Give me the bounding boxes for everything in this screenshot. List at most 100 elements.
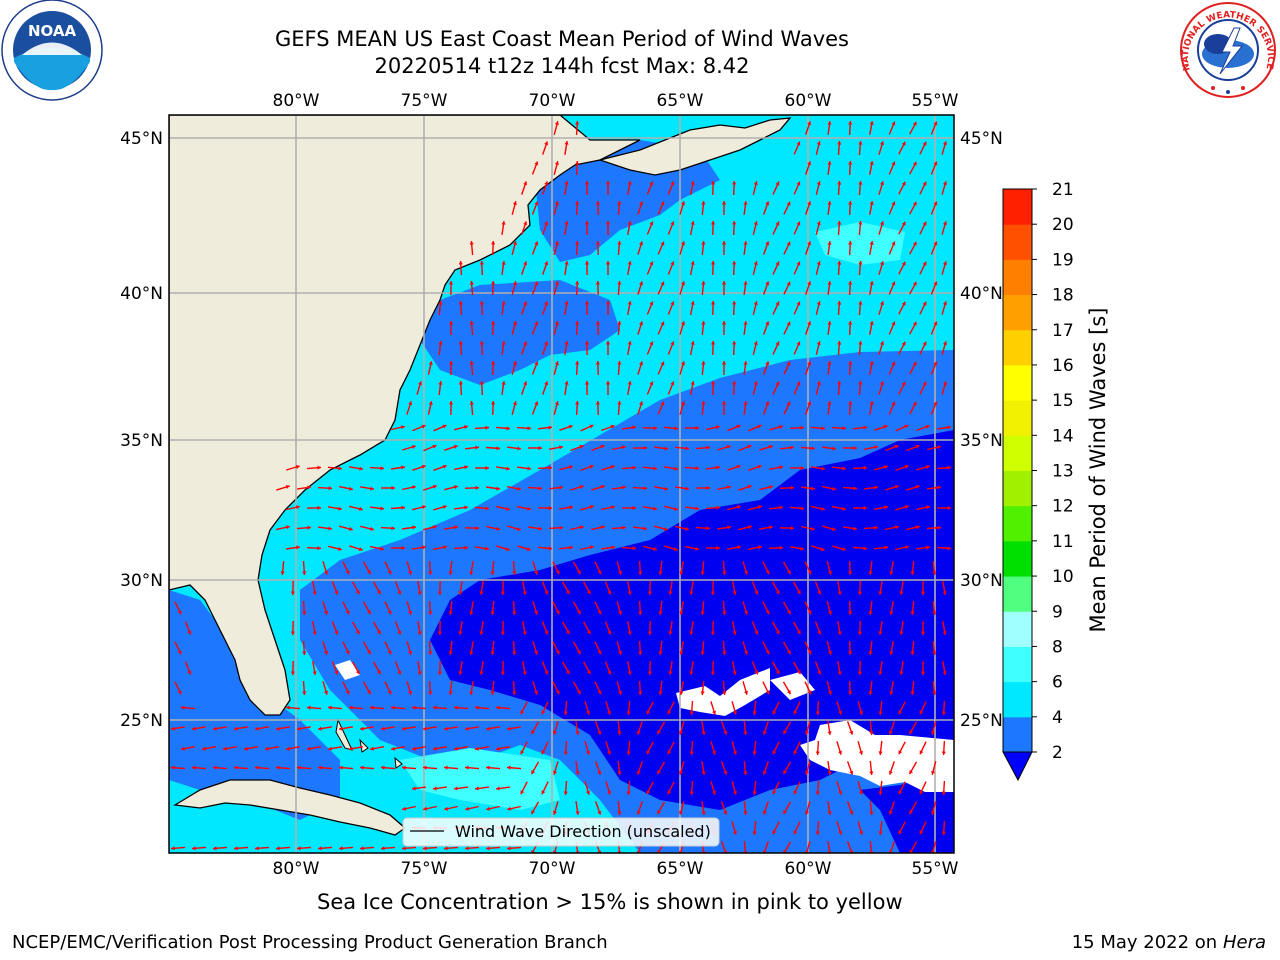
colorbar-tick-label: 6 <box>1052 673 1063 693</box>
wave-direction-arrowhead <box>500 631 505 635</box>
wave-direction-arrowhead <box>716 425 720 430</box>
wave-direction-arrowhead <box>636 730 641 735</box>
wave-direction-arrowhead <box>821 426 825 431</box>
wave-direction-arrowhead <box>526 547 531 551</box>
wave-direction-arrowhead <box>942 631 947 635</box>
wave-direction-arrowhead <box>848 571 853 575</box>
wave-direction-arrowhead <box>787 650 791 655</box>
wave-direction-arrowhead <box>397 590 402 595</box>
wave-direction-arrowhead <box>878 671 883 675</box>
wave-direction-arrowhead <box>296 505 300 510</box>
wave-direction-arrowhead <box>674 426 678 431</box>
wave-direction-arrowhead <box>449 281 454 285</box>
wave-direction-arrowhead <box>177 690 182 695</box>
lon-labels-bottom: 80°W 75°W 70°W 65°W 60°W 55°W <box>273 859 959 879</box>
wave-direction-arrowhead <box>904 424 909 429</box>
wave-direction-arrowhead <box>942 671 947 675</box>
wave-direction-arrowhead <box>874 445 878 450</box>
wave-direction-arrowhead <box>700 611 705 615</box>
wave-direction-arrowhead <box>827 570 832 575</box>
wave-direction-arrowhead <box>878 711 883 715</box>
wave-direction-arrowhead <box>685 526 689 531</box>
wave-direction-arrowhead <box>534 650 538 655</box>
wave-direction-arrowhead <box>397 670 402 675</box>
wave-direction-arrowhead <box>565 670 570 675</box>
wave-direction-arrowhead <box>747 484 752 489</box>
wave-direction-arrowhead <box>307 525 311 530</box>
wave-direction-arrowhead <box>505 547 510 551</box>
wave-direction-arrowhead <box>811 446 815 451</box>
wave-direction-arrowhead <box>943 141 947 146</box>
wave-direction-arrowhead <box>527 426 531 431</box>
wave-direction-arrowhead <box>837 591 842 595</box>
wave-direction-arrowhead <box>863 506 867 511</box>
wave-direction-arrowhead <box>874 485 878 490</box>
wave-direction-arrowhead <box>889 651 894 655</box>
wave-direction-arrowhead <box>649 341 654 346</box>
wave-direction-arrowhead <box>438 381 443 385</box>
wave-direction-arrowhead <box>302 691 307 695</box>
wave-direction-arrowhead <box>816 261 821 265</box>
wave-direction-arrowhead <box>318 846 322 851</box>
wave-direction-arrowhead <box>428 401 433 405</box>
wave-direction-arrowhead <box>485 425 489 430</box>
wave-direction-arrowhead <box>765 321 770 326</box>
wave-direction-arrowhead <box>910 691 915 695</box>
wave-direction-arrowhead <box>722 691 727 695</box>
wave-direction-arrowhead <box>564 341 569 345</box>
wave-direction-arrowhead <box>827 610 832 615</box>
wave-direction-arrowhead <box>649 261 654 266</box>
wave-direction-arrowhead <box>605 301 611 305</box>
wave-direction-arrowhead <box>883 465 888 470</box>
wave-direction-arrowhead <box>701 321 706 325</box>
wave-direction-arrowhead <box>657 730 661 735</box>
wave-direction-arrowhead <box>933 241 938 246</box>
wave-direction-arrowhead <box>701 771 706 775</box>
wave-direction-arrowhead <box>475 786 479 791</box>
wave-direction-arrowhead <box>553 770 557 775</box>
wave-direction-arrowhead <box>909 730 913 735</box>
wave-direction-arrowhead <box>667 710 672 715</box>
wave-direction-arrowhead <box>485 466 489 471</box>
wave-direction-arrowhead <box>670 381 675 386</box>
wave-direction-arrowhead <box>701 281 706 285</box>
wave-direction-arrowhead <box>213 726 217 731</box>
wave-direction-arrowhead <box>733 830 737 835</box>
wave-direction-arrowhead <box>943 181 947 186</box>
wave-direction-arrowhead <box>894 444 899 449</box>
wave-direction-arrowhead <box>605 341 611 345</box>
wave-direction-arrowhead <box>512 571 517 575</box>
wave-direction-arrowhead <box>695 425 699 430</box>
wave-direction-arrowhead <box>790 445 794 450</box>
wave-direction-arrowhead <box>732 591 737 595</box>
lat-label-left-30n: 30°N <box>120 571 163 591</box>
wave-direction-arrowhead <box>649 301 654 306</box>
wave-direction-arrowhead <box>458 671 463 675</box>
wave-direction-arrowhead <box>490 691 495 695</box>
wave-direction-arrowhead <box>889 691 894 695</box>
wave-direction-arrowhead <box>646 790 651 795</box>
wave-direction-arrowhead <box>223 746 227 751</box>
wave-direction-arrowhead <box>490 651 495 655</box>
wave-direction-arrowhead <box>800 506 804 511</box>
wave-direction-arrowhead <box>837 221 842 225</box>
wave-direction-arrowhead <box>904 464 909 469</box>
field-below-2 <box>430 430 954 810</box>
wave-direction-arrowhead <box>286 525 290 530</box>
wave-direction-arrowhead <box>711 301 716 305</box>
wave-direction-arrowhead <box>595 201 600 205</box>
wave-direction-arrowhead <box>479 631 484 635</box>
wave-direction-arrowhead <box>786 281 791 286</box>
wave-direction-arrowhead <box>626 751 631 755</box>
wave-direction-arrowhead <box>919 790 924 795</box>
wave-direction-arrowhead <box>743 321 748 325</box>
wave-direction-arrowhead <box>891 241 896 246</box>
wave-direction-arrowhead <box>465 765 469 770</box>
wave-direction-arrowhead <box>905 545 909 550</box>
wave-direction-arrowhead <box>586 710 590 715</box>
wave-direction-arrowhead <box>837 261 842 265</box>
wave-direction-arrowhead <box>899 591 904 595</box>
lat-label-left-25n: 25°N <box>120 711 163 731</box>
wave-direction-arrowhead <box>711 221 716 225</box>
wave-direction-arrowhead <box>181 705 185 710</box>
